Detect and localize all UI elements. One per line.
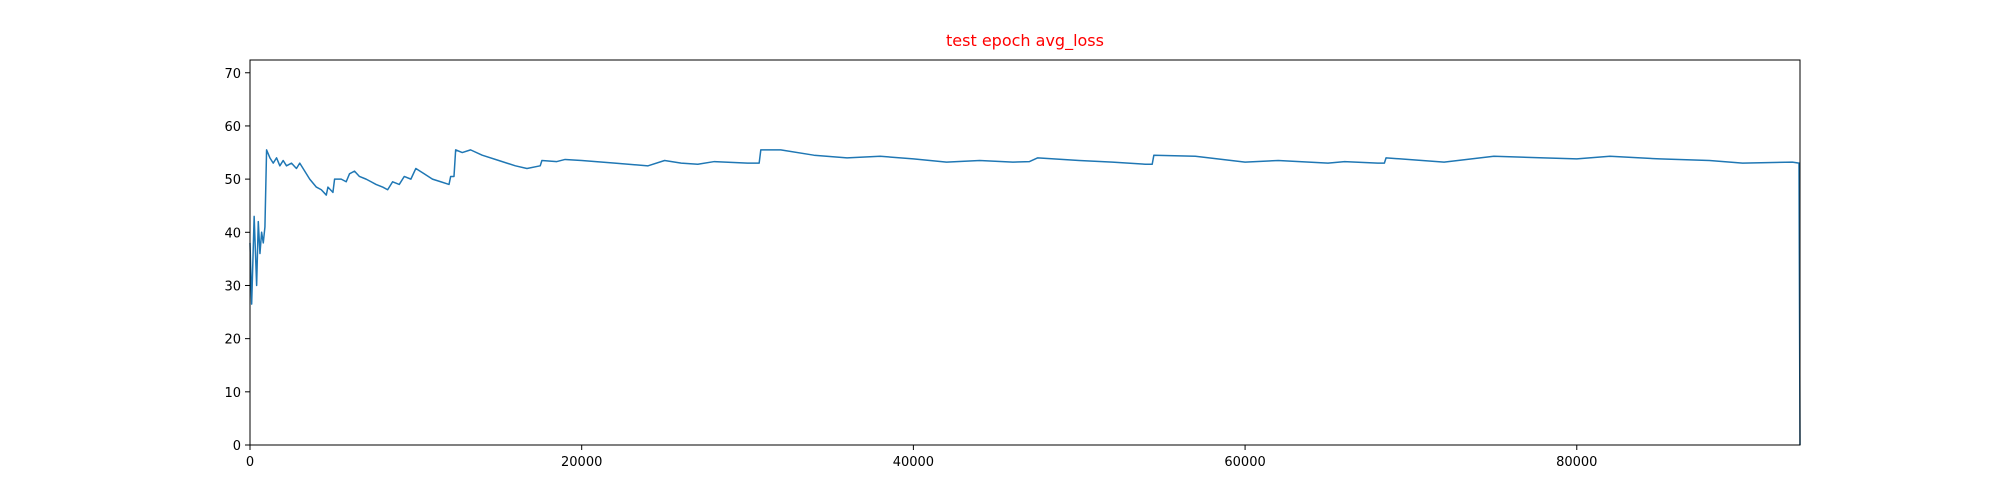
chart-title: test epoch avg_loss bbox=[946, 31, 1104, 51]
y-tick-label: 60 bbox=[224, 120, 241, 135]
y-tick-label: 30 bbox=[224, 279, 241, 294]
x-tick-label: 80000 bbox=[1556, 455, 1597, 470]
y-tick-label: 0 bbox=[233, 439, 241, 454]
y-tick-label: 70 bbox=[224, 67, 241, 82]
plot-frame bbox=[249, 59, 1801, 446]
x-tick-label: 20000 bbox=[561, 455, 602, 470]
data-line bbox=[249, 149, 1801, 446]
y-tick-label: 10 bbox=[224, 386, 241, 401]
y-tick-label: 40 bbox=[224, 226, 241, 241]
x-tick-label: 40000 bbox=[893, 455, 934, 470]
y-tick-label: 50 bbox=[224, 173, 241, 188]
y-tick-label: 20 bbox=[224, 333, 241, 348]
x-tick-label: 60000 bbox=[1224, 455, 1265, 470]
x-tick-label: 0 bbox=[246, 455, 254, 470]
